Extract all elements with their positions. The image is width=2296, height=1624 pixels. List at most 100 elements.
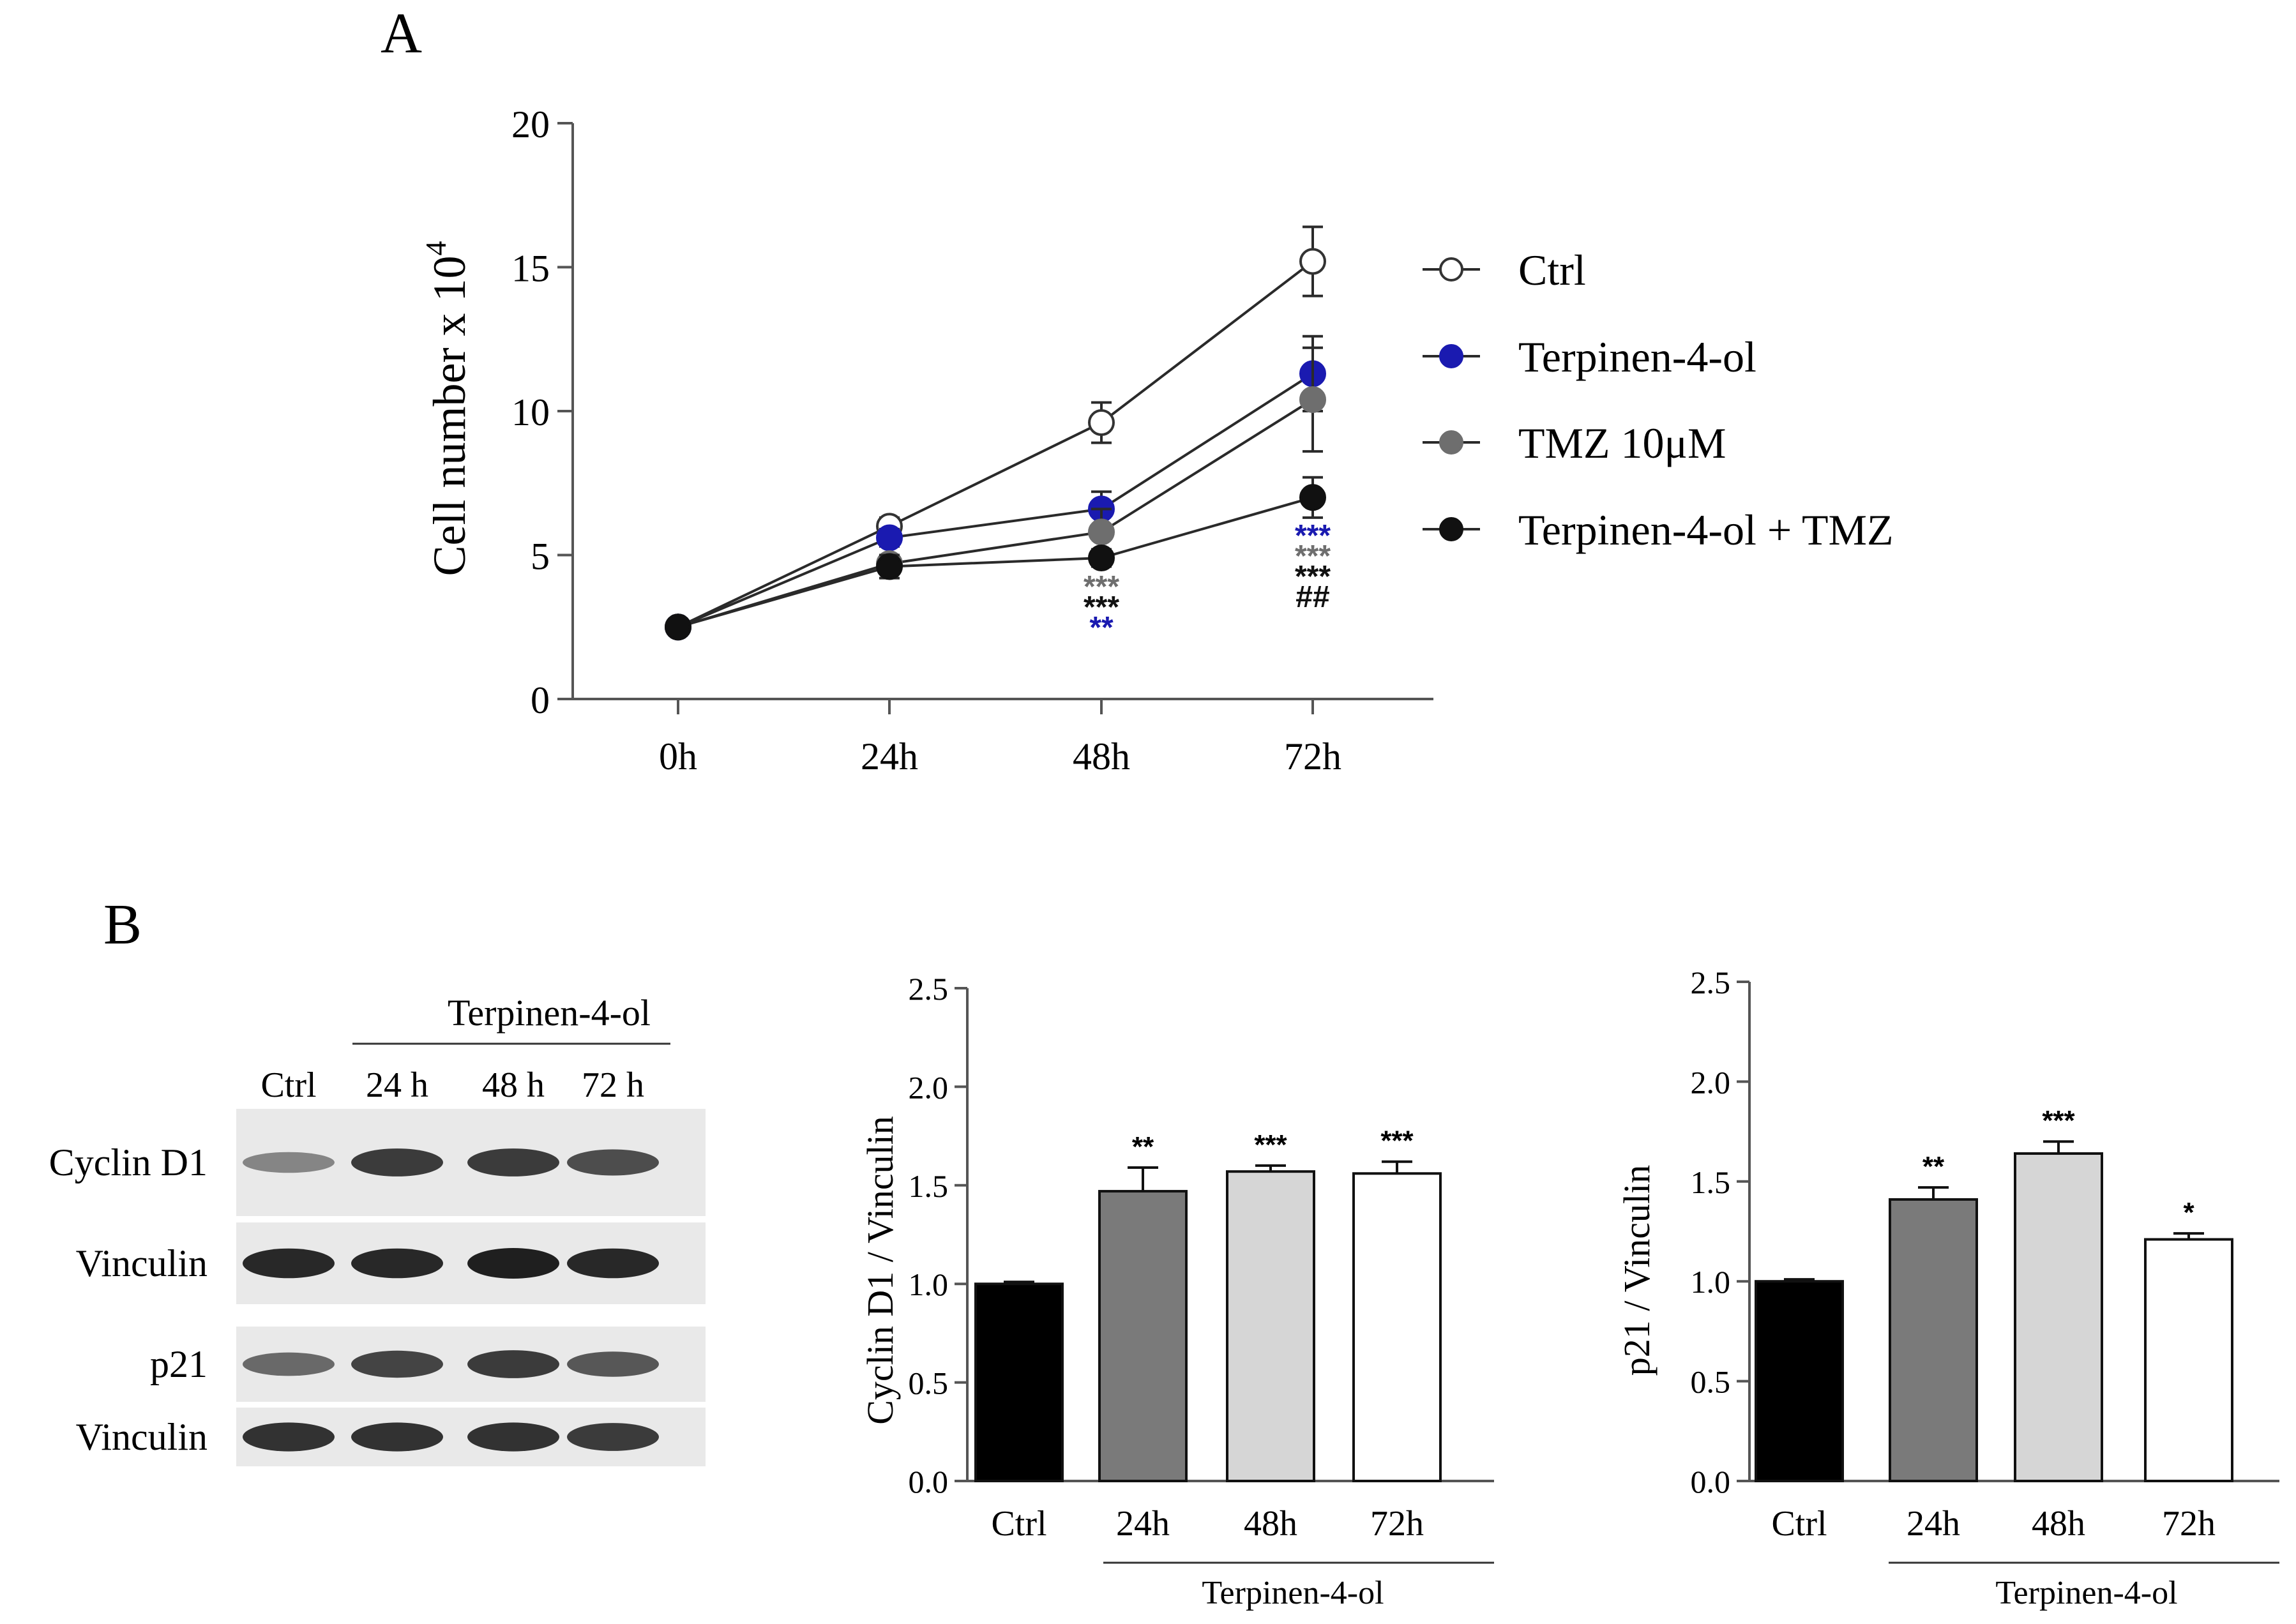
panel-label-b: B — [103, 893, 142, 956]
blot-lane-label: 72 h — [582, 1065, 644, 1105]
x-tick-label: 72h — [1284, 735, 1341, 778]
blot-band — [567, 1351, 659, 1377]
legend: Ctrl Terpinen-4-ol TMZ 10μM Terpinen-4-ol +… — [1423, 246, 1894, 554]
x-ticks: 0h 24h 48h 72h — [659, 699, 1341, 778]
significance-marker: *** — [1295, 539, 1331, 573]
x-tick-label: Ctrl — [1771, 1504, 1827, 1544]
bar-72h — [2144, 1238, 2233, 1482]
legend-label-combo: Terpinen-4-ol + TMZ — [1518, 506, 1894, 554]
blot-band — [243, 1422, 335, 1452]
series-group — [665, 225, 1326, 641]
blot-band — [467, 1248, 559, 1279]
blot-lane-label: 24 h — [366, 1065, 428, 1105]
bar1-group-label: Terpinen-4-ol — [1202, 1575, 1384, 1611]
blot-band — [351, 1248, 443, 1279]
panel-label-a: A — [381, 2, 422, 65]
data-point-terpinen — [876, 524, 903, 552]
y-tick-label: 20 — [511, 103, 550, 146]
data-point-tmz — [1299, 386, 1326, 413]
blot-row-label: Vinculin — [76, 1242, 208, 1284]
blot-lane-label: 48 h — [482, 1065, 545, 1105]
blot-row-label: Cyclin D1 — [49, 1141, 208, 1184]
significance-marker: *** — [1084, 570, 1119, 604]
bar1-y-axis-label: Cyclin D1 / Vinculin — [859, 1116, 901, 1425]
blot-band — [243, 1248, 335, 1279]
blot-band — [351, 1422, 443, 1452]
p21-bar-chart: p21 / Vinculin Terpinen-4-ol 0.0 0.5 1.0 1.… — [1616, 965, 2279, 1611]
significance-marker: *** — [1254, 1129, 1287, 1161]
significance-marker: *** — [2042, 1105, 2075, 1136]
y-tick-label: 2.5 — [909, 971, 949, 1007]
data-point-ctrl — [1088, 409, 1115, 437]
y-tick-label: 2.0 — [909, 1069, 949, 1105]
blot-row-label: p21 — [150, 1343, 208, 1385]
blot-band — [243, 1152, 335, 1173]
data-point-combo — [1088, 545, 1115, 572]
legend-label-tmz: TMZ 10μM — [1518, 419, 1726, 467]
significance-marker: *** — [1084, 590, 1119, 624]
blot-row-label: Vinculin — [76, 1416, 208, 1458]
x-tick-label: Ctrl — [991, 1504, 1046, 1544]
y-tick-label: 0.5 — [1691, 1364, 1731, 1400]
legend-marker-terpinen — [1439, 344, 1463, 368]
x-tick-label: 72h — [2162, 1504, 2216, 1544]
x-tick-label: 24h — [1116, 1504, 1170, 1544]
significance-marker: ## — [1295, 580, 1329, 614]
significance-annotations: *****************## — [1084, 519, 1331, 645]
bar-72h — [1352, 1172, 1442, 1482]
blot-rows: Cyclin D1 Vinculin p21 Vinculin — [49, 1109, 706, 1466]
y-axis-label: Cell number x 104 — [419, 241, 475, 576]
x-tick-label: 24h — [861, 735, 918, 778]
bar2-y-axis-label: p21 / Vinculin — [1616, 1165, 1658, 1376]
significance-marker: *** — [1380, 1125, 1414, 1157]
y-tick-label: 0.0 — [909, 1464, 949, 1500]
x-tick-label: 0h — [659, 735, 697, 778]
bar-24h — [1098, 1190, 1188, 1482]
bar-48h — [1226, 1170, 1315, 1482]
y-tick-label: 5 — [531, 536, 550, 578]
data-point-ctrl — [1299, 248, 1326, 275]
blot-band — [567, 1423, 659, 1451]
y-tick-label: 1.0 — [909, 1267, 949, 1302]
blot-band — [351, 1350, 443, 1378]
x-tick-label: 24h — [1907, 1504, 1960, 1544]
significance-marker: ** — [1089, 611, 1114, 645]
blot-band — [243, 1352, 335, 1376]
y-tick-label: 0.0 — [1691, 1464, 1731, 1500]
data-point-combo — [665, 613, 691, 641]
y-ticks: 0 5 10 15 20 — [511, 103, 573, 721]
significance-marker: ** — [1922, 1151, 1945, 1182]
series-line-ctrl — [677, 260, 1314, 629]
y-tick-label: 1.5 — [909, 1168, 949, 1204]
x-tick-label: 48h — [1244, 1504, 1297, 1544]
bar-48h — [2014, 1152, 2103, 1483]
data-point-combo — [1299, 484, 1326, 511]
blot-band — [567, 1149, 659, 1176]
series-line-tmz — [677, 398, 1314, 629]
bar-24h — [1889, 1198, 1978, 1483]
bar-Ctrl — [974, 1282, 1064, 1482]
y-tick-label: 1.0 — [1691, 1264, 1731, 1300]
western-blot: Terpinen-4-ol Ctrl 24 h 48 h 72 h Cyclin D1… — [49, 992, 706, 1466]
significance-marker: ** — [1132, 1131, 1154, 1162]
significance-marker: * — [2183, 1197, 2194, 1228]
series-line-terpinen — [677, 372, 1314, 629]
y-tick-label: 0 — [531, 679, 550, 721]
legend-label-ctrl: Ctrl — [1518, 246, 1586, 294]
significance-marker: *** — [1295, 519, 1331, 553]
blot-lane-labels: Ctrl 24 h 48 h 72 h — [261, 1065, 644, 1105]
x-tick-label: 48h — [1073, 735, 1130, 778]
data-point-tmz — [1088, 518, 1115, 546]
blot-band — [567, 1248, 659, 1279]
legend-marker-ctrl — [1439, 257, 1463, 282]
cyclin-d1-bar-chart: Cyclin D1 / Vinculin Terpinen-4-ol 0.0 0.… — [859, 971, 1494, 1611]
blot-band — [467, 1422, 559, 1452]
blot-group-label: Terpinen-4-ol — [448, 992, 651, 1034]
y-tick-label: 1.5 — [1691, 1164, 1731, 1200]
blot-lane-label: Ctrl — [261, 1065, 316, 1105]
bar-Ctrl — [1755, 1280, 1844, 1482]
legend-marker-tmz — [1439, 430, 1463, 455]
data-point-combo — [876, 553, 903, 580]
blot-band — [467, 1148, 559, 1177]
